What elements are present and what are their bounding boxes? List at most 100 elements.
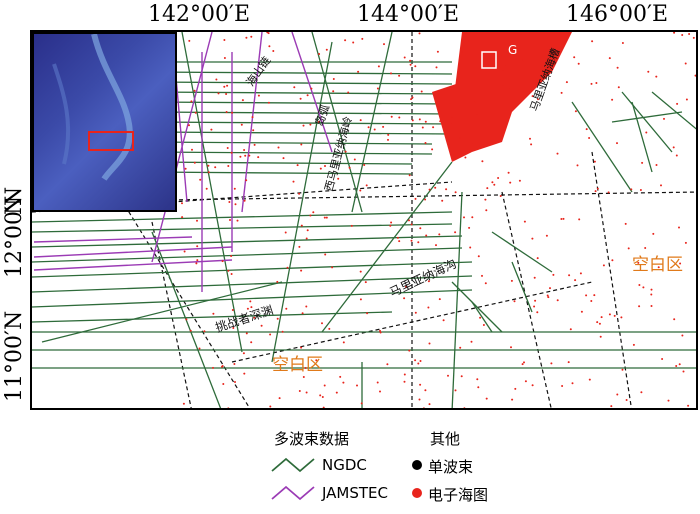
chart-dot <box>212 312 215 315</box>
chart-dot <box>281 330 284 333</box>
chart-dot <box>484 198 487 201</box>
legend-other-title: 其他 <box>430 430 461 448</box>
map-frame: G 马里亚纳海沟 挑战者深渊 海山链 岛弧 西马里亚纳海岭 马里亚纳海槽 空白区… <box>30 30 698 410</box>
chart-dot <box>620 316 623 319</box>
chart-dot <box>277 146 280 149</box>
chart-dot <box>594 190 597 193</box>
chart-dot <box>419 227 422 230</box>
chart-dot <box>398 116 401 119</box>
chart-dot <box>418 398 421 401</box>
chart-dot <box>576 164 579 167</box>
chart-dot <box>667 399 670 402</box>
chart-dot <box>497 76 500 79</box>
chart-dot <box>328 327 331 330</box>
chart-dot <box>251 116 254 119</box>
chart-dot <box>379 390 381 393</box>
chart-dot <box>485 209 488 212</box>
chart-dot <box>660 184 662 187</box>
chart-dot <box>499 54 502 57</box>
chart-dot <box>410 98 413 101</box>
chart-dot <box>347 91 350 94</box>
chart-dot <box>641 161 644 164</box>
overview-inset-map <box>32 32 177 212</box>
chart-dot <box>502 68 504 71</box>
chart-dot <box>637 261 640 264</box>
chart-dot <box>471 143 474 146</box>
chart-dot <box>445 188 448 191</box>
chart-dot <box>487 32 490 35</box>
chart-dot <box>310 87 313 90</box>
chart-dot <box>608 313 611 316</box>
chart-dot <box>657 266 660 269</box>
chart-dot <box>481 160 484 163</box>
chart-dot <box>688 33 691 35</box>
chart-dot <box>545 36 548 39</box>
legend-jamstec-label: JAMSTEC <box>322 484 388 502</box>
chart-dot <box>617 409 619 410</box>
chart-dot <box>410 239 413 242</box>
chart-dot <box>300 346 303 349</box>
chart-dot <box>568 274 571 277</box>
chart-dot <box>321 322 323 325</box>
chart-dot <box>361 37 364 40</box>
chart-dot <box>531 67 534 70</box>
inset-marker-label: G <box>508 43 517 57</box>
chart-dot <box>650 293 653 296</box>
chart-dot <box>425 234 428 237</box>
chart-dot <box>687 404 690 407</box>
chart-dot <box>191 148 193 151</box>
chart-dot <box>611 259 614 262</box>
chart-dot <box>625 399 628 401</box>
chart-dot <box>422 407 425 408</box>
chart-dot <box>599 335 602 338</box>
chart-dot <box>411 96 414 99</box>
chart-dot <box>616 393 619 396</box>
chart-dot <box>246 307 249 310</box>
chart-dot <box>560 91 563 94</box>
chart-dot <box>588 378 591 381</box>
legend-chart-label: 电子海图 <box>428 486 489 504</box>
chart-dot <box>663 117 665 120</box>
survey-track-map: G 马里亚纳海沟 挑战者深渊 海山链 岛弧 西马里亚纳海岭 马里亚纳海槽 <box>32 32 696 410</box>
chart-dot <box>642 286 645 289</box>
chart-dot <box>344 150 347 153</box>
chart-dot <box>230 273 233 275</box>
chart-dot <box>319 394 322 397</box>
chart-dot <box>221 260 224 263</box>
chart-dot <box>470 340 473 343</box>
chart-dot <box>523 361 525 364</box>
chart-dot <box>276 280 279 283</box>
chart-dot <box>411 119 414 122</box>
chart-dot <box>309 214 312 217</box>
chart-dot <box>418 118 421 121</box>
chart-dot <box>504 63 507 66</box>
chart-dot <box>593 160 596 163</box>
chart-dot <box>417 241 420 244</box>
chart-dot <box>471 216 474 219</box>
chart-dot <box>243 149 246 151</box>
chart-dot <box>410 223 413 226</box>
chart-dot <box>497 177 500 179</box>
chart-dot <box>390 221 393 224</box>
chart-dot <box>227 407 230 408</box>
chart-dot <box>181 202 183 205</box>
chart-dot <box>319 167 322 170</box>
chart-dot <box>652 232 655 235</box>
legend-multibeam-title: 多波束数据 <box>274 430 350 448</box>
legend-singlebeam-swatch <box>412 460 422 470</box>
chart-dot <box>514 387 517 390</box>
chart-dot <box>189 329 192 332</box>
chart-dot <box>409 63 412 66</box>
chart-dot <box>424 198 427 201</box>
chart-dot <box>627 247 630 250</box>
chart-dot <box>363 164 366 166</box>
chart-dot <box>293 86 296 89</box>
chart-dot <box>547 296 550 299</box>
chart-dot <box>676 102 679 105</box>
chart-dot <box>324 165 326 167</box>
chart-dot <box>322 406 325 408</box>
chart-dot <box>221 365 223 368</box>
chart-dot <box>600 316 603 319</box>
chart-dot <box>203 330 206 333</box>
chart-dot <box>359 189 362 192</box>
